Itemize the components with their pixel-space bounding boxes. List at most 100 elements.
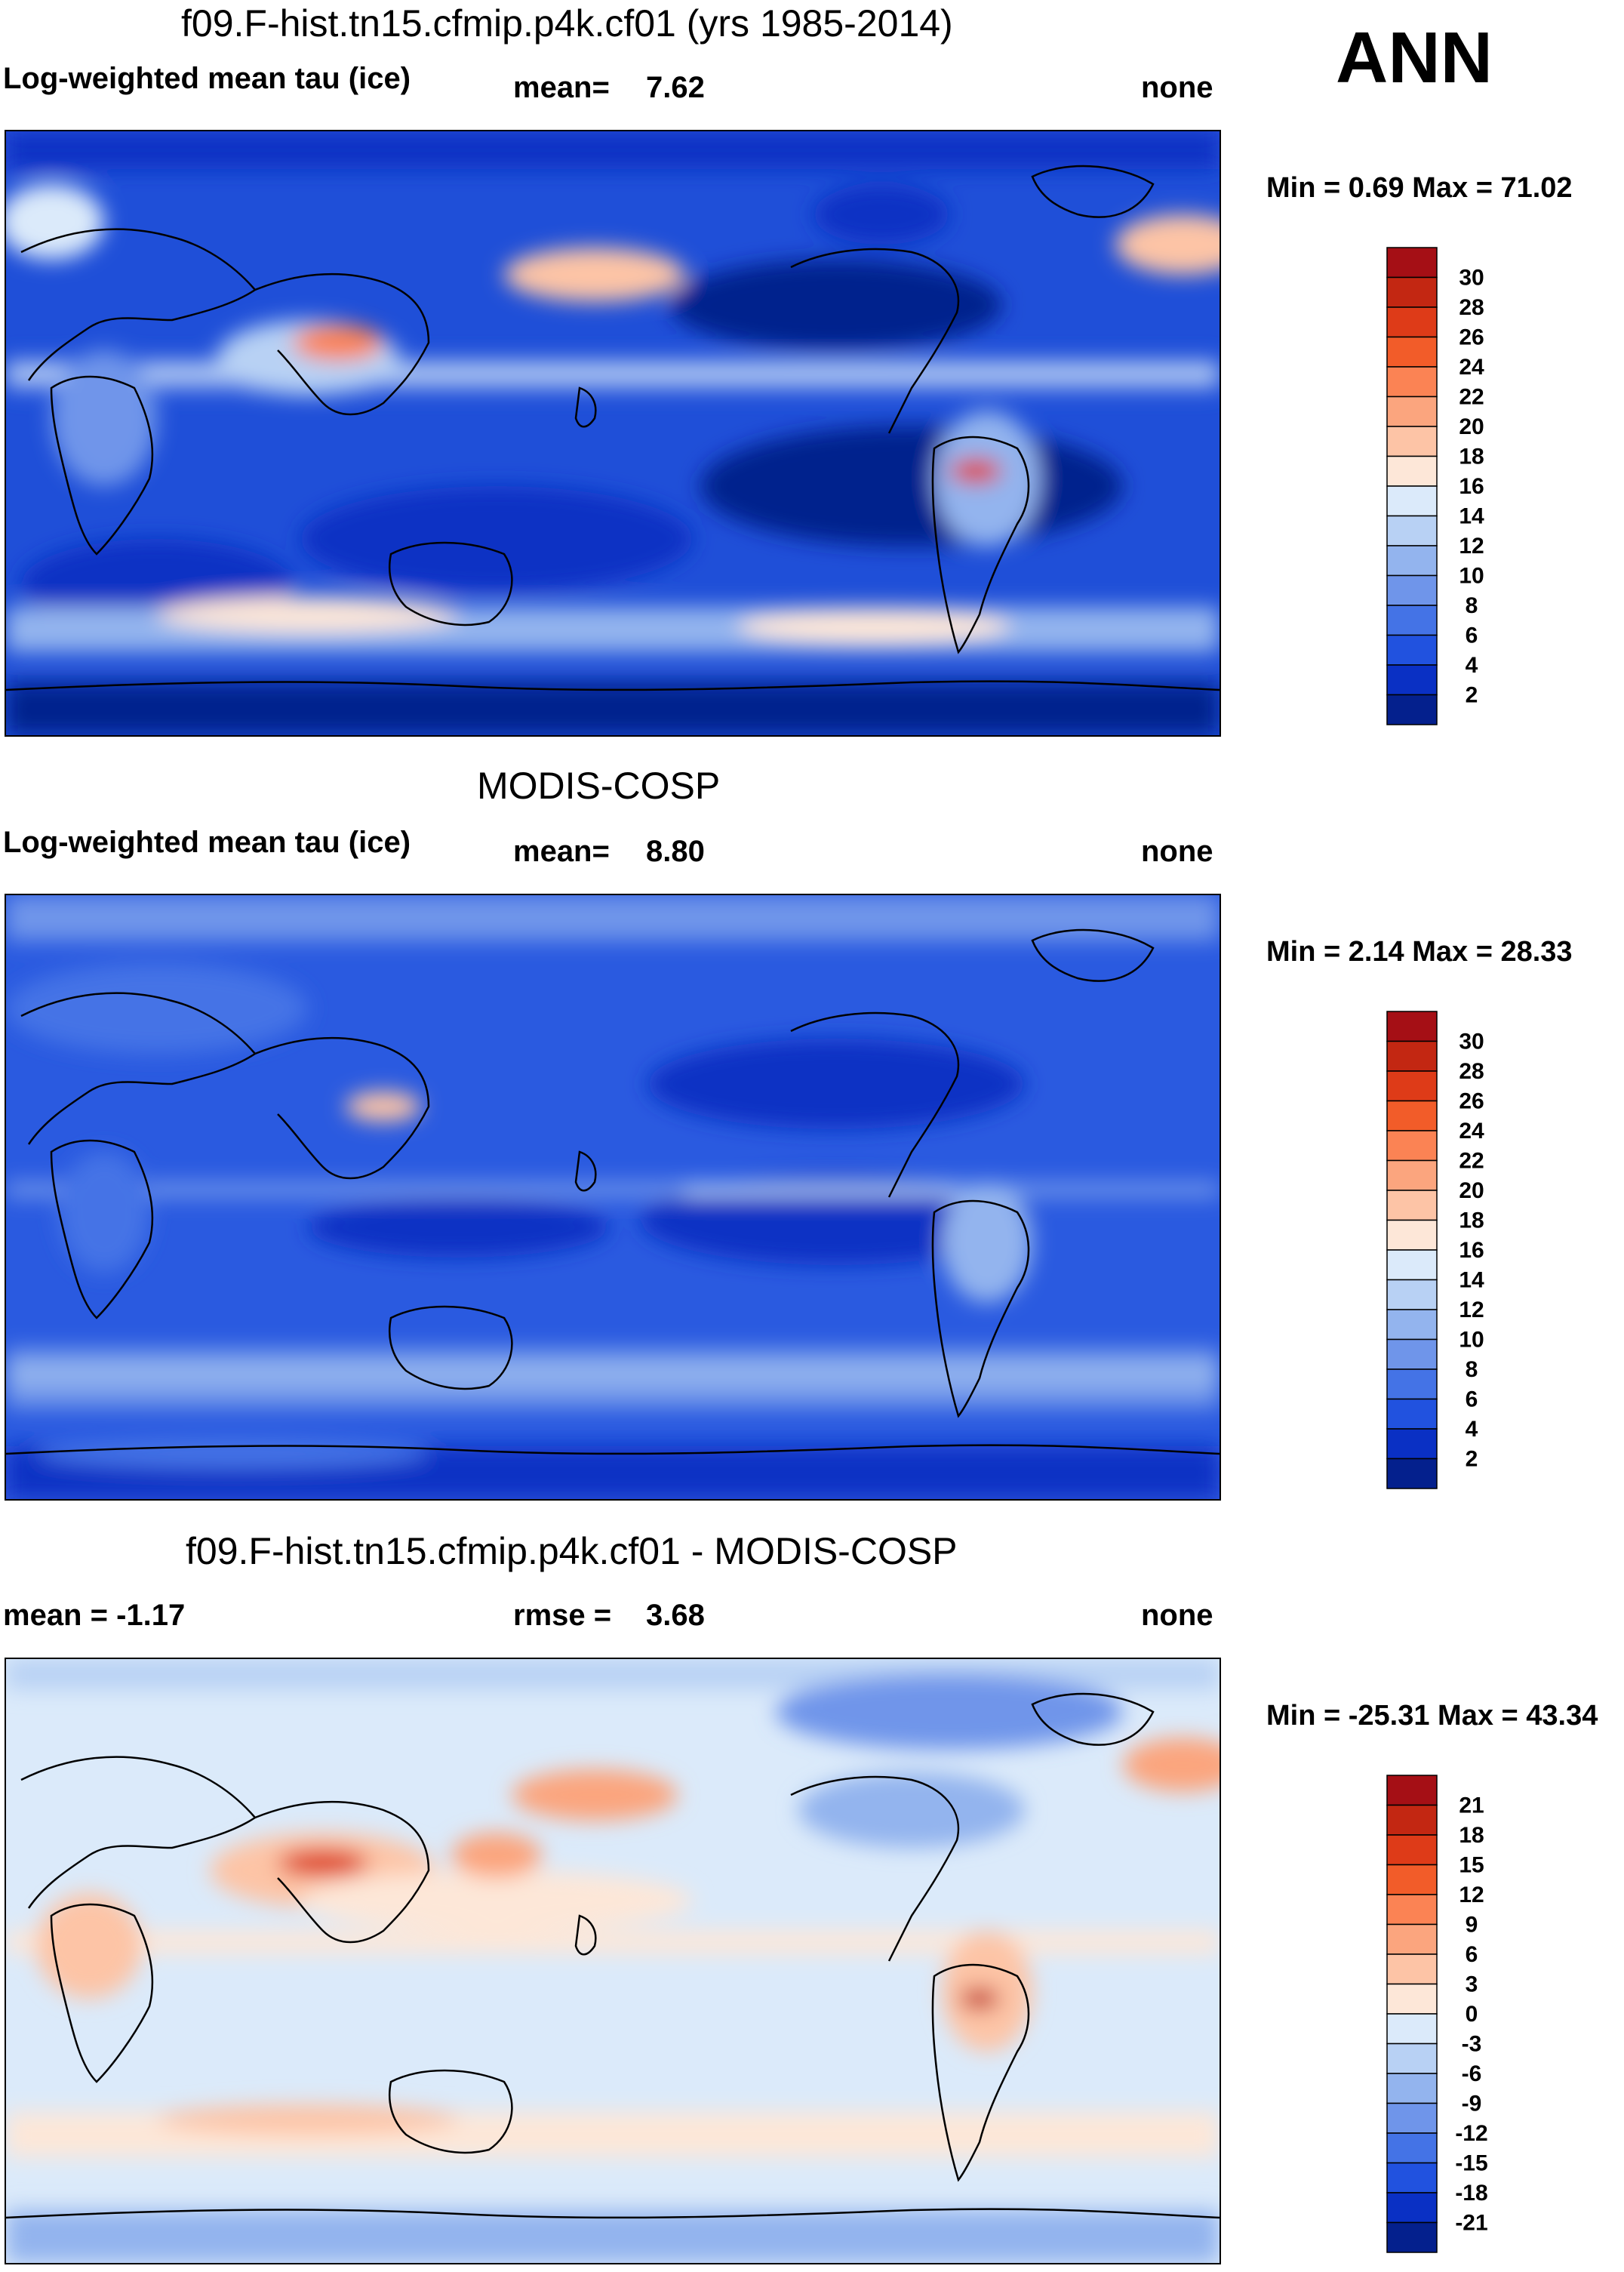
colorbar-box	[1386, 634, 1438, 666]
colorbar-tick-label: -21	[1455, 2211, 1487, 2236]
colorbar-tick-label: 8	[1466, 593, 1478, 618]
panel-2-mean-value: 8.80	[646, 835, 705, 868]
colorbar-box	[1386, 426, 1438, 457]
colorbar-box	[1386, 2132, 1438, 2164]
colorbar-box	[1386, 1923, 1438, 1955]
season-label: ANN	[1336, 17, 1493, 98]
panel-2-mean-label: mean=	[513, 835, 610, 868]
colorbar-box	[1386, 694, 1438, 725]
colorbar-box	[1386, 1864, 1438, 1895]
panel-2-colorbar-svg: 30 28 26 24 22 20 18 16 14 12 10 8 6 4 2	[1386, 1011, 1484, 1489]
colorbar-tick-label: 14	[1459, 1268, 1484, 1293]
colorbar-tick-label: 16	[1459, 1238, 1484, 1263]
colorbar-tick-label: 22	[1459, 385, 1484, 410]
colorbar-box	[1386, 336, 1438, 368]
colorbar-box	[1386, 605, 1438, 636]
colorbar-box	[1386, 1834, 1438, 1866]
colorbar-box	[1386, 1368, 1438, 1400]
colorbar-tick-label: 14	[1459, 504, 1484, 529]
panel-1-map	[5, 130, 1221, 737]
colorbar-box	[1386, 1894, 1438, 1926]
colorbar-tick-label: -6	[1462, 2061, 1482, 2086]
colorbar-tick-label: 24	[1459, 1119, 1484, 1144]
colorbar-tick-label: 4	[1466, 653, 1478, 678]
panel-2-title: MODIS-COSP	[477, 765, 721, 807]
colorbar-box	[1386, 485, 1438, 517]
colorbar-box	[1386, 1011, 1438, 1042]
colorbar-box	[1386, 1249, 1438, 1281]
colorbar-box	[1386, 1775, 1438, 1806]
colorbar-tick-label: 3	[1466, 1972, 1478, 1997]
colorbar-box	[1386, 515, 1438, 546]
colorbar-box	[1386, 1398, 1438, 1430]
panel-2-colorbar: 30 28 26 24 22 20 18 16 14 12 10 8 6 4 2	[1386, 1011, 1538, 1498]
colorbar-tick-label: 26	[1459, 325, 1484, 350]
colorbar-tick-label: 10	[1459, 564, 1484, 589]
colorbar-box	[1386, 1100, 1438, 1131]
colorbar-box	[1386, 545, 1438, 577]
colorbar-tick-label: 6	[1466, 1387, 1478, 1412]
panel-2-map	[5, 894, 1221, 1501]
colorbar-box	[1386, 455, 1438, 487]
panel-1-mean-label: mean=	[513, 71, 610, 104]
panel-2-variable-label: Log-weighted mean tau (ice)	[3, 826, 411, 859]
colorbar-box	[1386, 1338, 1438, 1370]
panel-3-title: f09.F-hist.tn15.cfmip.p4k.cf01 - MODIS-C…	[186, 1530, 958, 1572]
colorbar-tick-label: 15	[1459, 1853, 1484, 1878]
colorbar-box	[1386, 2043, 1438, 2074]
colorbar-box	[1386, 396, 1438, 427]
panel-2-units-label: none	[1141, 835, 1213, 868]
colorbar-box	[1386, 1219, 1438, 1251]
colorbar-box	[1386, 1983, 1438, 2015]
colorbar-tick-label: 24	[1459, 355, 1484, 380]
colorbar-tick-label: 8	[1466, 1357, 1478, 1382]
panel-1-colorbar-svg: 30 28 26 24 22 20 18 16 14 12 10 8 6 4 2	[1386, 247, 1484, 725]
colorbar-box	[1386, 1070, 1438, 1102]
colorbar-box	[1386, 574, 1438, 606]
colorbar-box	[1386, 366, 1438, 398]
colorbar-tick-label: 12	[1459, 1883, 1484, 1907]
colorbar-tick-label: 6	[1466, 623, 1478, 648]
colorbar-box	[1386, 2102, 1438, 2134]
colorbar-box	[1386, 1279, 1438, 1310]
colorbar-tick-label: -12	[1455, 2121, 1487, 2146]
colorbar-tick-label: 9	[1466, 1913, 1478, 1938]
panel-3-map	[5, 1658, 1221, 2264]
colorbar-box	[1386, 1190, 1438, 1221]
panel-1-minmax: Min = 0.69 Max = 71.02	[1266, 172, 1573, 204]
colorbar-box	[1386, 247, 1438, 279]
colorbar-tick-label: 30	[1459, 1030, 1484, 1054]
colorbar-tick-label: 10	[1459, 1328, 1484, 1353]
colorbar-box	[1386, 1130, 1438, 1162]
colorbar-tick-label: 28	[1459, 1059, 1484, 1084]
colorbar-box	[1386, 664, 1438, 696]
colorbar-tick-label: 12	[1459, 534, 1484, 559]
colorbar-tick-label: 16	[1459, 474, 1484, 499]
panel-1-variable-label: Log-weighted mean tau (ice)	[3, 62, 411, 95]
colorbar-tick-label: 2	[1466, 683, 1478, 708]
panel-3-colorbar-svg: 21 18 15 12 9 6 3 0 -3 -6 -9 -12 -15 -18 -21	[1386, 1775, 1488, 2253]
colorbar-box	[1386, 2013, 1438, 2045]
colorbar-tick-label: 0	[1466, 2002, 1478, 2027]
colorbar-tick-label: -18	[1455, 2181, 1487, 2206]
colorbar-box	[1386, 2162, 1438, 2193]
colorbar-box	[1386, 1040, 1438, 1072]
panel-1-units-label: none	[1141, 71, 1213, 104]
colorbar-tick-label: 6	[1466, 1942, 1478, 1967]
colorbar-tick-label: 20	[1459, 1178, 1484, 1203]
colorbar-box	[1386, 276, 1438, 308]
colorbar-box	[1386, 1804, 1438, 1836]
panel-1-mean-value: 7.62	[646, 71, 705, 104]
panel-3-rmse-label: rmse =	[513, 1599, 612, 1632]
colorbar-tick-label: -9	[1462, 2092, 1482, 2117]
panel-1-colorbar: 30 28 26 24 22 20 18 16 14 12 10 8 6 4 2	[1386, 247, 1538, 734]
colorbar-tick-label: 4	[1466, 1417, 1478, 1442]
panel-3-mean-label: mean = -1.17	[3, 1599, 186, 1632]
colorbar-tick-label: 30	[1459, 266, 1484, 291]
colorbar-tick-label: 2	[1466, 1447, 1478, 1472]
panel-3-units-label: none	[1141, 1599, 1213, 1632]
panel-1-title: f09.F-hist.tn15.cfmip.p4k.cf01 (yrs 1985…	[181, 2, 953, 45]
colorbar-box	[1386, 2073, 1438, 2104]
colorbar-tick-label: 18	[1459, 445, 1484, 469]
colorbar-box	[1386, 1309, 1438, 1341]
